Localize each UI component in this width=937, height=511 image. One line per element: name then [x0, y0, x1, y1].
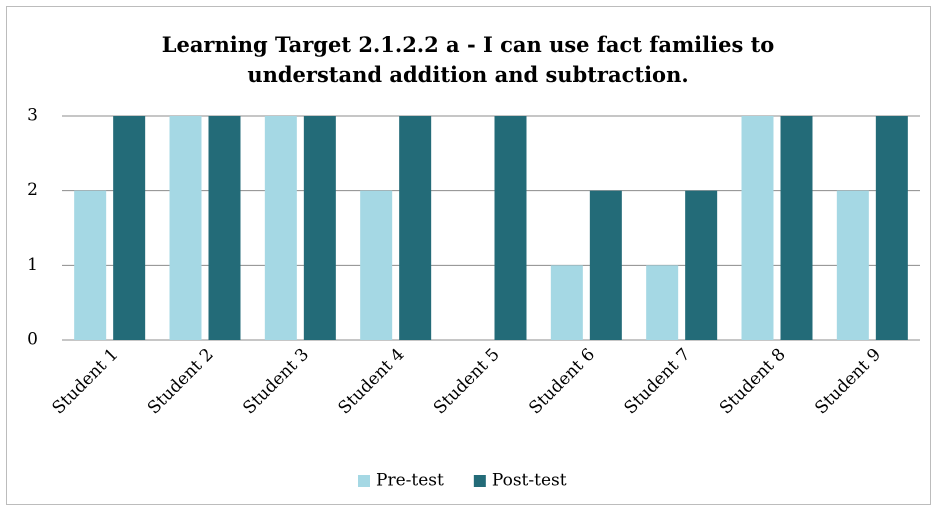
bar [264, 116, 297, 340]
bar [74, 190, 107, 340]
bar [303, 116, 336, 340]
bar [589, 190, 622, 340]
y-tick-label: 1 [27, 255, 38, 275]
bar [494, 116, 527, 340]
chart-border [6, 6, 931, 505]
legend-swatch [473, 475, 486, 487]
bar [836, 190, 869, 340]
bar [113, 116, 146, 340]
bar [550, 265, 583, 340]
legend-swatch [358, 475, 370, 487]
bar [685, 190, 718, 340]
bar [399, 116, 432, 340]
y-tick-label: 2 [27, 180, 38, 200]
bar [169, 116, 202, 340]
chart-title: Learning Target 2.1.2.2 a - I can use fa… [161, 32, 775, 87]
bar [875, 116, 908, 340]
bar [208, 116, 241, 340]
y-tick-label: 0 [27, 330, 38, 350]
bar [780, 116, 813, 340]
bar [646, 265, 679, 340]
bar [360, 190, 393, 340]
legend-label: Pre-test [376, 471, 444, 491]
bar [741, 116, 774, 340]
legend-label: Post-test [492, 471, 567, 491]
y-tick-label: 3 [27, 106, 38, 126]
